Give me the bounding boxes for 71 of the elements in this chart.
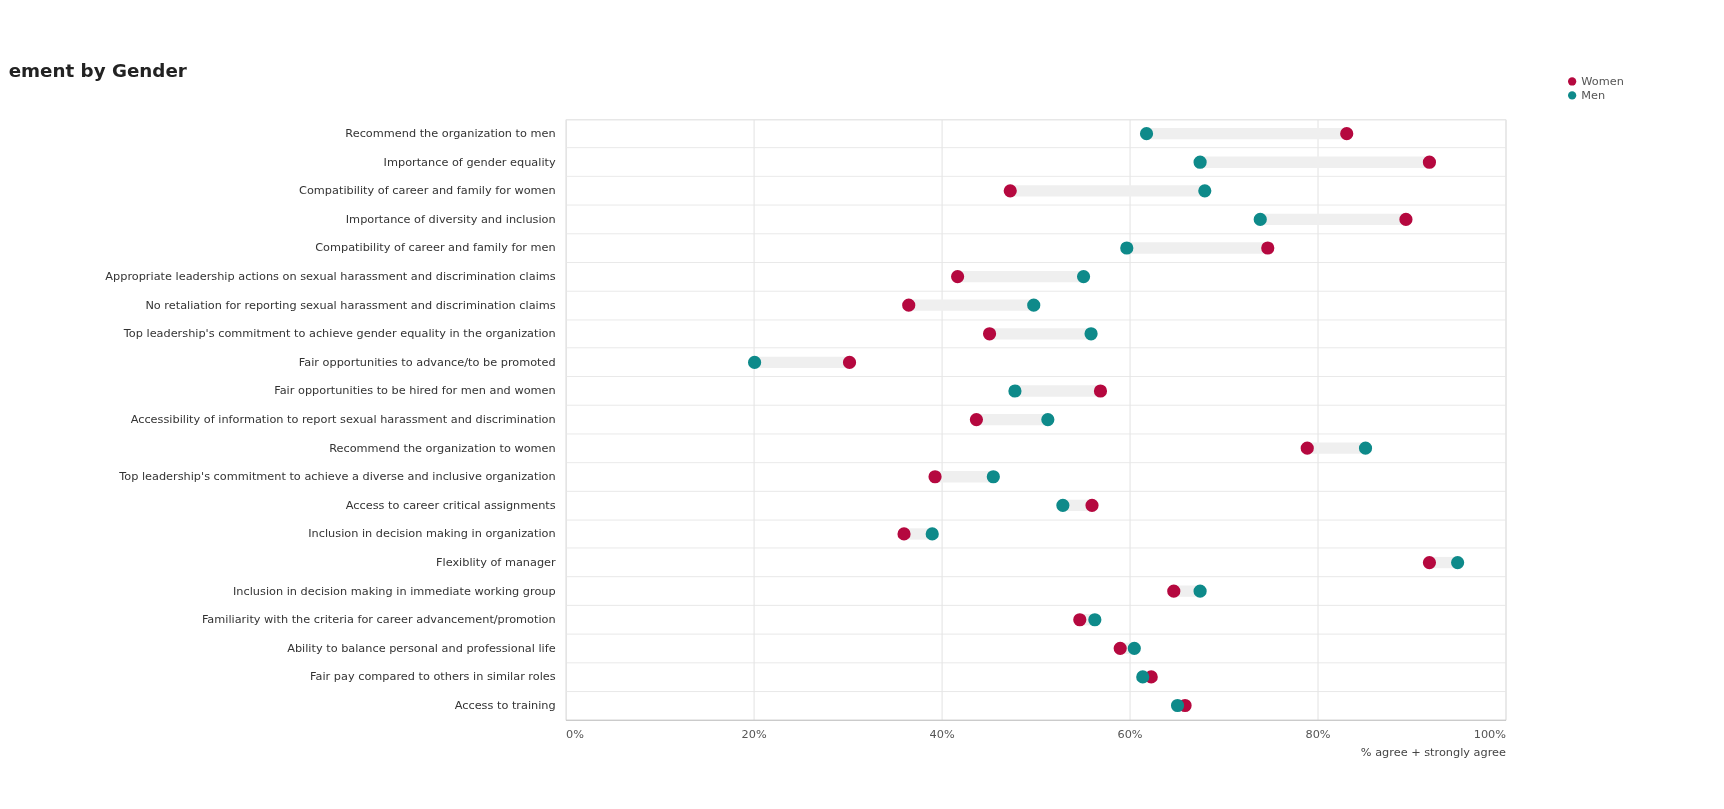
point — [1167, 584, 1181, 598]
x-tick-label: 40% — [929, 727, 955, 741]
y-tick-label: Recommend the organization to women — [329, 441, 556, 455]
y-tick-label: Importance of gender equality — [383, 155, 556, 169]
point — [1399, 212, 1413, 226]
x-tick-label: 100% — [1473, 727, 1507, 741]
x-axis-title: % agree + strongly agree — [1360, 745, 1507, 759]
point — [1422, 555, 1437, 570]
y-tick-label: Flexiblity of manager — [436, 556, 557, 570]
point — [1085, 498, 1099, 512]
point — [969, 412, 983, 427]
point — [1073, 613, 1087, 627]
y-tick-label: Fair opportunities to advance/to be promoted — [298, 355, 556, 369]
point — [1088, 613, 1102, 627]
point — [986, 470, 1000, 484]
point — [1170, 698, 1185, 713]
point — [1113, 641, 1127, 655]
x-tick-label: 0% — [566, 727, 585, 741]
y-tick-label: Appropriate leadership actions on sexual harassment and discrimination claims — [105, 270, 556, 284]
point — [1120, 241, 1134, 255]
y-tick-label: Access to career critical assignments — [345, 498, 556, 512]
point — [1003, 184, 1017, 198]
point — [1041, 412, 1055, 427]
point — [1198, 184, 1212, 198]
point — [1127, 641, 1141, 655]
y-tick-label: Familiarity with the criteria for career advancement/promotion — [201, 613, 556, 627]
point — [1261, 241, 1275, 255]
point — [1451, 555, 1465, 570]
point — [1093, 384, 1108, 398]
point — [1358, 441, 1373, 455]
point — [982, 327, 997, 341]
y-tick-label: Compatibility of career and family for women — [299, 184, 556, 198]
point — [897, 527, 911, 541]
point — [1084, 327, 1098, 341]
point — [1253, 212, 1267, 226]
point — [925, 527, 939, 541]
point — [1027, 298, 1041, 312]
point — [902, 298, 916, 312]
point — [1300, 441, 1314, 455]
y-tick-label: Top leadership's commitment to achieve gender equality in the organization — [122, 327, 556, 341]
y-tick-label: Ability to balance personal and professional life — [287, 641, 556, 655]
point — [747, 355, 762, 369]
y-tick-label: Recommend the organization to men — [345, 127, 556, 141]
point — [842, 355, 857, 369]
y-tick-label: No retaliation for reporting sexual harassment and discrimination claims — [145, 298, 556, 312]
point — [1193, 155, 1207, 169]
point — [1136, 670, 1150, 684]
point — [1340, 127, 1354, 141]
point — [1008, 384, 1022, 398]
y-tick-label: Inclusion in decision making in immediate working group — [232, 584, 556, 598]
x-tick-label: 80% — [1305, 727, 1331, 741]
y-tick-label: Access to training — [454, 699, 556, 712]
x-tick-label: 20% — [741, 727, 767, 741]
x-tick-label: 60% — [1117, 727, 1143, 741]
y-tick-label: Accessibility of information to report sexual harassment and discrimination — [130, 413, 556, 427]
point — [928, 470, 942, 484]
point — [1193, 584, 1207, 598]
point — [1139, 127, 1154, 141]
point — [1076, 270, 1091, 284]
y-tick-label: Fair pay compared to others in similar roles — [310, 670, 556, 684]
text: ement by Gender — [8, 59, 187, 81]
legend-label: Men — [1581, 88, 1606, 102]
point — [1056, 498, 1070, 512]
y-tick-label: Inclusion in decision making in organization — [308, 527, 556, 541]
y-tick-label: Compatibility of career and family for men — [315, 241, 556, 255]
y-tick-label: Top leadership's commitment to achieve a diverse and inclusive organization — [118, 470, 556, 484]
y-tick-label: Fair opportunities to be hired for men and women — [274, 384, 556, 398]
y-tick-label: Importance of diversity and inclusion — [345, 212, 556, 226]
point — [1422, 155, 1437, 169]
point — [951, 270, 965, 284]
legend-label: Women — [1581, 74, 1624, 88]
